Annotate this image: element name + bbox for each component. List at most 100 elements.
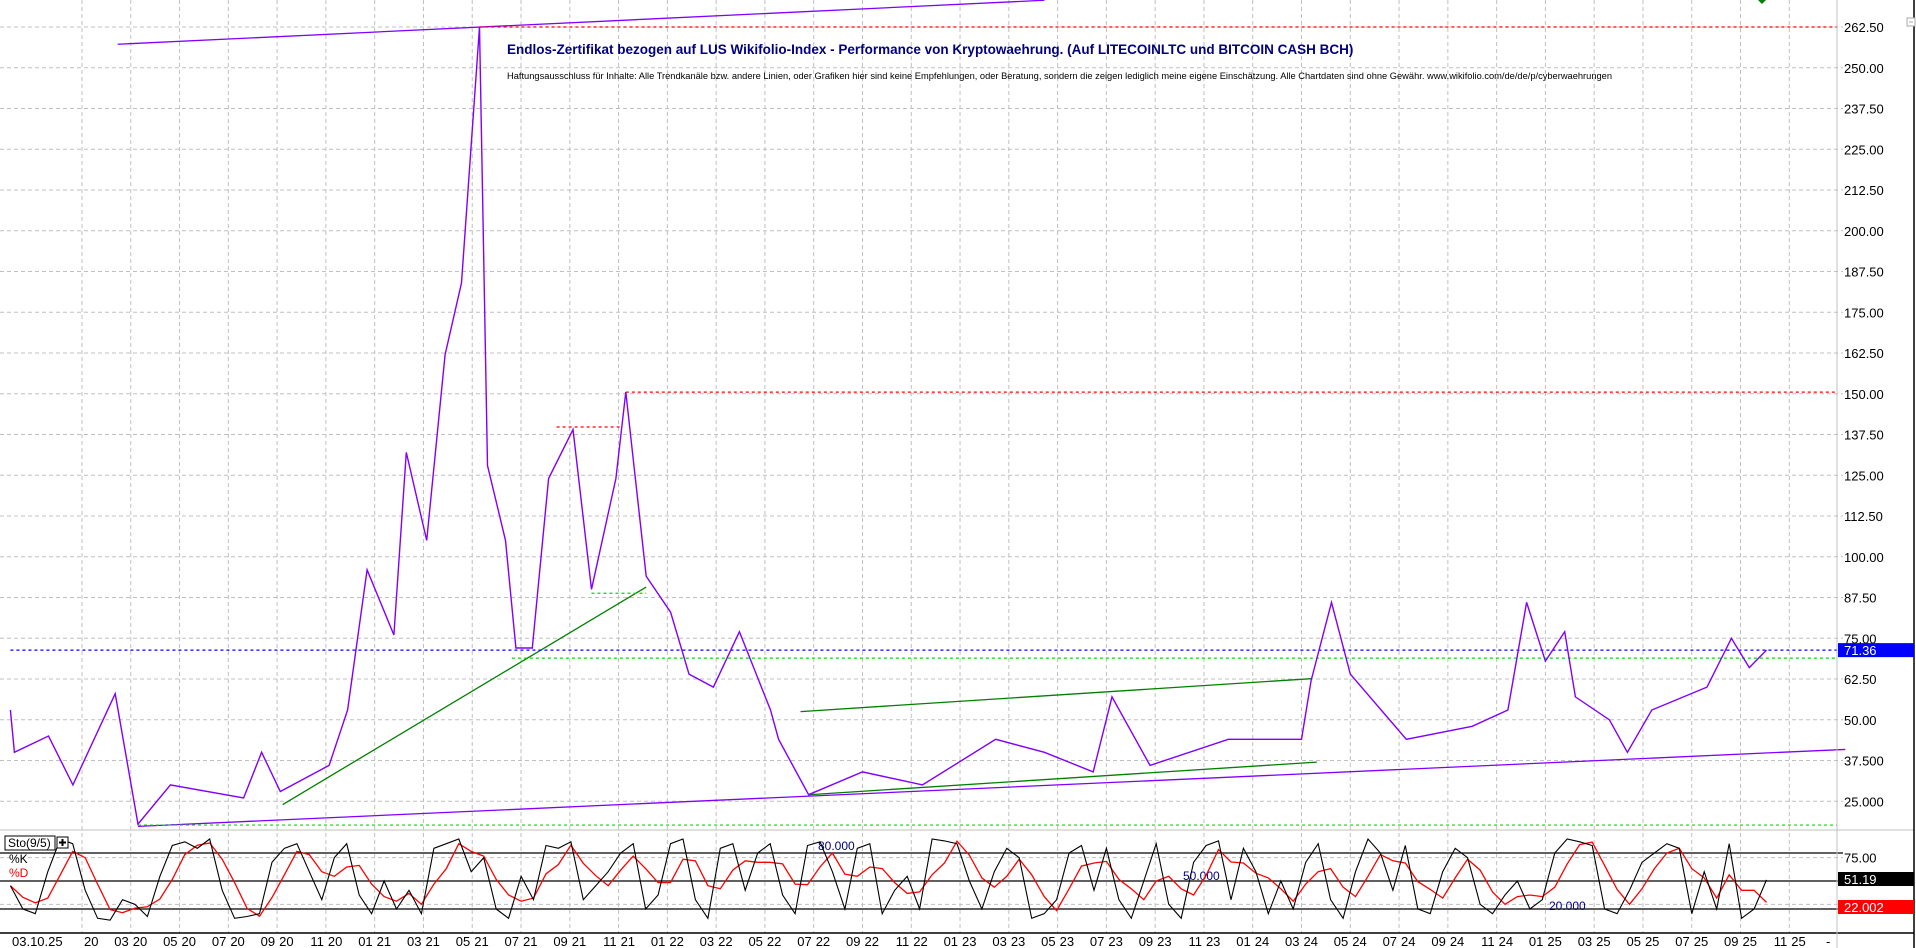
stochastic-panel: 80.000 50.000 20.000 (0, 837, 1843, 921)
trendline (808, 761, 1317, 796)
x-tick-month: 09 (1139, 934, 1153, 948)
x-tick-month: 05 (748, 934, 762, 948)
x-tick-year: 20 (182, 934, 196, 948)
y-tick-label: 75.00 (1844, 631, 1877, 646)
x-tick-month: 07 (797, 934, 811, 948)
k-legend-label: %K (9, 852, 28, 866)
stoch-level-label: 80.000 (818, 839, 855, 853)
y-tick-label: 112.50 (1844, 509, 1883, 524)
x-tick-year: 22 (864, 934, 878, 948)
y-tick-label: 25.000 (1844, 794, 1884, 809)
x-tick-year: 21 (572, 934, 586, 948)
x-tick-year: 22 (767, 934, 781, 948)
x-tick-year: 23 (962, 934, 976, 948)
x-tick-year: 23 (1060, 934, 1074, 948)
trendline (117, 0, 1045, 45)
y-tick-label: 250.00 (1844, 61, 1884, 76)
x-tick-month: 01 (651, 934, 665, 948)
x-tick-year: 22 (816, 934, 830, 948)
plus-box-icon[interactable] (56, 836, 69, 849)
current-date-label: 03.10.25 (12, 934, 63, 948)
y-tick-label: 125.00 (1844, 468, 1884, 483)
stoch-level-label: 50.000 (1183, 869, 1220, 883)
y-tick-label: 175.00 (1844, 305, 1884, 320)
x-tick-month: 11 (1188, 934, 1202, 948)
x-tick-year: 20 (279, 934, 293, 948)
stoch-level-label: 20.000 (1549, 899, 1586, 913)
x-tick-year: 25 (1547, 934, 1561, 948)
d-value-badge-bg (1838, 900, 1914, 914)
x-tick-month: 07 (1675, 934, 1689, 948)
x-tick-month: 03 (992, 934, 1006, 948)
x-tick-year: 24 (1255, 934, 1269, 948)
x-tick-month: 09 (261, 934, 275, 948)
y-tick-label: 37.500 (1844, 754, 1884, 769)
y-tick-label: 62.50 (1844, 672, 1877, 687)
y-tick-label: 187.50 (1844, 265, 1884, 280)
x-tick-month: 11 (1481, 934, 1495, 948)
disclaimer-text: Haftungsausschluss für Inhalte: Alle Tre… (507, 71, 1612, 81)
grid (0, 0, 1843, 933)
x-tick-year: 22 (718, 934, 732, 948)
x-tick-month: 01 (358, 934, 372, 948)
x-tick-year: 24 (1499, 934, 1513, 948)
x-tick-month: 07 (212, 934, 226, 948)
x-tick-month: 01 (944, 934, 958, 948)
indicator-label[interactable]: Sto(9/5) (8, 836, 51, 850)
last-price-badge: 71.36 (1844, 643, 1877, 658)
x-tick-year: 22 (669, 934, 683, 948)
x-tick-month: 11 (1774, 934, 1788, 948)
y-tick-label: 212.50 (1844, 183, 1884, 198)
green-marker-icon (1758, 0, 1766, 4)
x-tick-year: 24 (1352, 934, 1366, 948)
x-tick-month: 07 (1090, 934, 1104, 948)
x-tick-month: 03 (114, 934, 128, 948)
x-tick-month: 05 (456, 934, 470, 948)
x-tick-month: 01 (1236, 934, 1250, 948)
x-tick-month: 11 (896, 934, 910, 948)
x-tick-month: 09 (846, 934, 860, 948)
x-tick-year: 21 (425, 934, 439, 948)
x-tick-month: 03 (1578, 934, 1592, 948)
price-panel (9, 0, 1846, 828)
x-tick-month: 03 (407, 934, 421, 948)
x-tick-year: 20 (133, 934, 147, 948)
stoch-y-tick-label: 75.00 (1844, 851, 1877, 866)
x-tick-year: 24 (1450, 934, 1464, 948)
y-tick-label: 200.00 (1844, 224, 1884, 239)
y-tick-label: 162.50 (1844, 346, 1884, 361)
minus-box-icon[interactable] (1906, 17, 1916, 27)
x-axis-end-marker: - (1826, 934, 1830, 948)
x-tick-year: 25 (1596, 934, 1610, 948)
x-tick-year: 23 (1108, 934, 1122, 948)
x-tick-year: 21 (474, 934, 488, 948)
x-tick-year: 22 (913, 934, 927, 948)
x-tick-year: 23 (1157, 934, 1171, 948)
x-tick-month: 05 (1626, 934, 1640, 948)
y-tick-label: 262.50 (1844, 20, 1884, 35)
k-value-badge-bg (1838, 872, 1914, 886)
x-tick-month: 07 (1383, 934, 1397, 948)
y-tick-label: 100.00 (1844, 550, 1884, 565)
trendline (282, 586, 647, 806)
d-value-badge: 22.002 (1844, 900, 1884, 915)
y-tick-label: 87.50 (1844, 591, 1877, 606)
x-tick-year: 25 (1645, 934, 1659, 948)
x-tick-month: 05 (1334, 934, 1348, 948)
indicator-label-box[interactable] (4, 835, 56, 851)
x-tick-year: 20 (230, 934, 244, 948)
x-tick-month: 03 (1285, 934, 1299, 948)
y-tick-label: 225.00 (1844, 142, 1884, 157)
x-tick-month: 03 (700, 934, 714, 948)
x-tick-year: 24 (1304, 934, 1318, 948)
x-tick-year: 23 (1206, 934, 1220, 948)
x-tick-month: 11 (603, 934, 617, 948)
x-tick-year: 25 (1743, 934, 1757, 948)
x-tick-year: 24 (1401, 934, 1415, 948)
x-tick-year: 21 (523, 934, 537, 948)
stoch-k-line (9, 837, 1768, 921)
chart-title: Endlos-Zertifikat bezogen auf LUS Wikifo… (507, 42, 1353, 57)
x-tick-month: 07 (505, 934, 519, 948)
